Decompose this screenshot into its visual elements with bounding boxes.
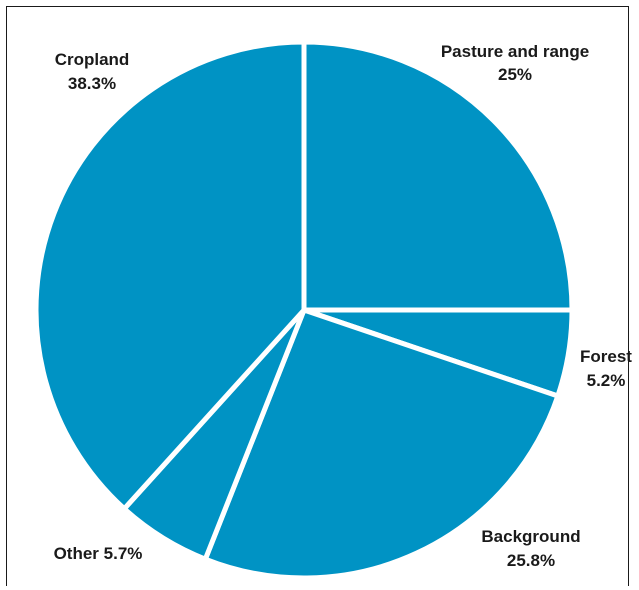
label-pasture-name: Pasture and range xyxy=(441,42,589,61)
slice-pasture xyxy=(301,39,575,313)
chart-frame xyxy=(6,6,629,586)
slice-cropland xyxy=(33,39,307,512)
pie-slices xyxy=(33,39,575,581)
slice-background xyxy=(202,307,561,581)
label-other-value: 5.7% xyxy=(104,544,143,563)
label-forest-value: 5.2% xyxy=(587,371,626,390)
label-background-value: 25.8% xyxy=(507,551,555,570)
label-cropland-name: Cropland xyxy=(55,50,130,69)
label-other: Other 5.7% xyxy=(54,544,143,563)
label-cropland-value: 38.3% xyxy=(68,74,116,93)
label-pasture-value: 25% xyxy=(498,65,532,84)
label-forest-name: Forest xyxy=(580,347,632,366)
label-other-name: Other xyxy=(54,544,100,563)
label-background-name: Background xyxy=(481,527,580,546)
